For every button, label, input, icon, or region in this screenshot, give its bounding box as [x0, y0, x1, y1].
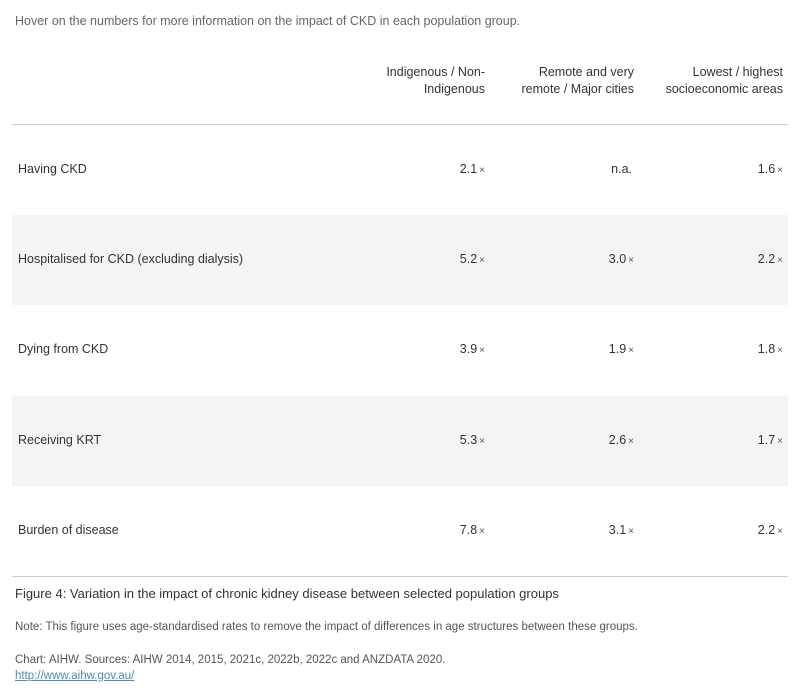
value-cell[interactable]: 1.9 × [608, 342, 634, 357]
figure-title: Figure 4: Variation in the impact of chr… [15, 586, 559, 601]
table-row: Hospitalised for CKD (excluding dialysis… [12, 215, 788, 306]
source-link[interactable]: http://www.aihw.gov.au/ [15, 670, 135, 682]
multiplier-symbol: × [777, 255, 783, 267]
multiplier-symbol: × [479, 255, 485, 267]
multiplier-symbol: × [628, 525, 634, 537]
value-cell[interactable]: 2.2 × [757, 522, 783, 537]
multiplier-symbol: × [777, 435, 783, 447]
multiplier-symbol: × [628, 255, 634, 267]
multiplier-symbol: × [479, 165, 485, 176]
multiplier-symbol: × [628, 435, 634, 447]
table-row: Receiving KRT 5.3 × 2.6 × 1.7 × [12, 395, 788, 486]
row-label: Having CKD [18, 162, 87, 176]
value-cell[interactable]: 5.2 × [459, 252, 485, 267]
multiplier-symbol: × [479, 525, 485, 537]
value-cell[interactable]: n.a. [611, 162, 632, 176]
figure-source: Chart: AIHW. Sources: AIHW 2014, 2015, 2… [15, 654, 446, 666]
row-label: Receiving KRT [18, 432, 102, 447]
value-cell[interactable]: 7.8 × [459, 522, 485, 537]
table-row: Burden of disease 7.8 × 3.1 × 2.2 × [12, 486, 788, 576]
value-cell[interactable]: 1.6 × [757, 162, 783, 176]
multiplier-symbol: × [479, 435, 485, 447]
multiplier-symbol: × [628, 345, 634, 357]
intro-text: Hover on the numbers for more informatio… [15, 14, 521, 28]
multiplier-symbol: × [479, 345, 485, 357]
row-label: Burden of disease [18, 522, 119, 537]
multiplier-symbol: × [777, 345, 783, 357]
value-cell[interactable]: 5.3 × [459, 432, 485, 447]
column-header-socioeconomic: Lowest / highest socioeconomic areas [665, 65, 783, 96]
table-row: Having CKD 2.1 × n.a. 1.6 × [12, 125, 788, 215]
value-cell[interactable]: 2.1 × [459, 162, 485, 176]
figure-note: Note: This figure uses age-standardised … [15, 621, 638, 633]
table-body: Having CKD 2.1 × n.a. 1.6 × Hospitalised for C… [12, 125, 788, 576]
row-label: Dying from CKD [18, 342, 109, 357]
table-header: Indigenous / Non- Indigenous Remote and v… [12, 64, 788, 125]
value-cell[interactable]: 3.1 × [608, 522, 634, 537]
multiplier-symbol: × [777, 165, 783, 176]
column-header-remote: Remote and very remote / Major cities [521, 65, 634, 96]
column-header-indigenous: Indigenous / Non- Indigenous [386, 65, 485, 96]
value-cell[interactable]: 3.0 × [608, 252, 634, 267]
value-cell[interactable]: 1.8 × [757, 342, 783, 357]
value-cell[interactable]: 2.6 × [608, 432, 634, 447]
value-cell[interactable]: 1.7 × [757, 432, 783, 447]
divider [12, 576, 788, 577]
multiplier-symbol: × [777, 525, 783, 537]
row-label: Hospitalised for CKD (excluding dialysis… [18, 252, 244, 267]
value-cell[interactable]: 3.9 × [459, 342, 485, 357]
value-cell[interactable]: 2.2 × [757, 252, 783, 267]
table-row: Dying from CKD 3.9 × 1.9 × 1.8 × [12, 305, 788, 395]
